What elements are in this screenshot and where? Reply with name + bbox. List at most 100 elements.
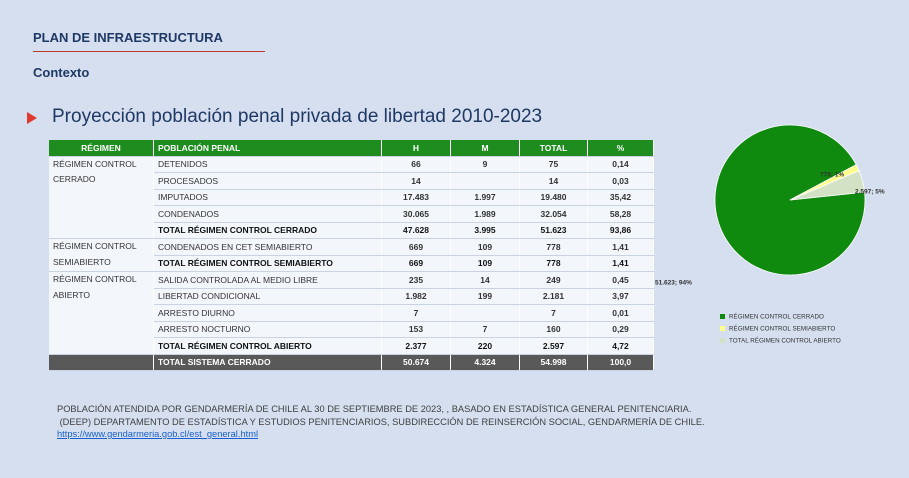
slice-label: 778; 1% xyxy=(820,172,844,179)
number-cell: 1.997 xyxy=(450,189,520,206)
footnote: POBLACIÓN ATENDIDA POR GENDARMERÍA DE CH… xyxy=(57,403,705,441)
slice-label: 51.623; 94% xyxy=(655,280,692,287)
number-cell: 109 xyxy=(450,238,520,256)
number-cell: 7 xyxy=(519,304,588,322)
number-cell: 0,03 xyxy=(587,172,654,190)
number-cell: 1.982 xyxy=(381,288,451,305)
table-row: RÉGIMEN CONTROL SEMIABIERTO CONDENADOS EN… xyxy=(49,238,654,272)
column-header: % xyxy=(587,140,654,157)
population-table: RÉGIMEN POBLACIÓN PENAL H M TOTAL% RÉGIMEN CO… xyxy=(49,140,654,371)
number-cell: 7 xyxy=(381,304,451,322)
number-cell: 669 xyxy=(381,255,451,272)
number-cell: 160 xyxy=(519,321,588,338)
table-row: TOTAL RÉGIMEN CONTROL SEMIABIERTO 669 109 7… xyxy=(49,255,654,272)
table-row: ARRESTO DIURNO 7 7 0,01 xyxy=(49,304,654,322)
number-cell: 3,97 xyxy=(587,288,654,305)
number-cell: 2.181 xyxy=(519,288,588,305)
source-link[interactable]: https://www.gendarmeria.gob.cl/est_gener… xyxy=(57,429,259,439)
number-cell: 0,14 xyxy=(587,156,654,173)
number-cell xyxy=(450,304,520,322)
slice-label: 2.597; 5% xyxy=(855,189,885,196)
number-cell: 51.623 xyxy=(519,222,588,239)
number-cell: 0,01 xyxy=(587,304,654,322)
row-label: TOTAL SISTEMA CERRADO xyxy=(153,354,382,371)
header-rule xyxy=(33,51,265,52)
row-label: CONDENADOS xyxy=(153,205,382,223)
table-row: LIBERTAD CONDICIONAL 1.982 199 2.181 3,97 xyxy=(49,288,654,305)
number-cell: 778 xyxy=(519,255,588,272)
table-row: IMPUTADOS 17.483 1.997 19.480 35,42 xyxy=(49,189,654,206)
row-label: ARRESTO NOCTURNO xyxy=(153,321,382,338)
number-cell: 14 xyxy=(450,271,520,289)
row-label: PROCESADOS xyxy=(153,172,382,190)
number-cell: 66 xyxy=(381,156,451,173)
legend-swatch xyxy=(720,326,725,331)
header-row: RÉGIMEN POBLACIÓN PENAL H M TOTAL% xyxy=(49,140,654,157)
number-cell: 58,28 xyxy=(587,205,654,223)
column-header: M xyxy=(450,140,520,157)
number-cell: 249 xyxy=(519,271,588,289)
number-cell: 778 xyxy=(519,238,588,256)
header-title: PLAN DE INFRAESTRUCTURA xyxy=(33,30,223,45)
legend-label: RÉGIMEN CONTROL CERRADO xyxy=(729,312,824,321)
table-row: RÉGIMEN CONTROL ABIERTO SALIDA CONTROLADA… xyxy=(49,271,654,355)
row-label: ARRESTO DIURNO xyxy=(153,304,382,322)
number-cell: 220 xyxy=(450,337,520,355)
blank-cell xyxy=(49,354,154,371)
regimen-cell: RÉGIMEN CONTROL CERRADO xyxy=(49,156,154,239)
section-title: Contexto xyxy=(33,65,90,80)
number-cell: 1,41 xyxy=(587,255,654,272)
legend-swatch xyxy=(720,314,725,319)
number-cell: 2.377 xyxy=(381,337,451,355)
number-cell: 199 xyxy=(450,288,520,305)
table-row: CONDENADOS 30.065 1.989 32.054 58,28 xyxy=(49,205,654,223)
number-cell: 35,42 xyxy=(587,189,654,206)
footnote-line: POBLACIÓN ATENDIDA POR GENDARMERÍA DE CH… xyxy=(57,404,692,414)
number-cell: 109 xyxy=(450,255,520,272)
regimen-cell: RÉGIMEN CONTROL ABIERTO xyxy=(49,271,154,355)
number-cell: 1,41 xyxy=(587,238,654,256)
row-label: LIBERTAD CONDICIONAL xyxy=(153,288,382,305)
legend-label: RÉGIMEN CONTROL SEMIABIERTO xyxy=(729,324,835,333)
bullet xyxy=(27,112,37,124)
number-cell: 7 xyxy=(450,321,520,338)
row-label: TOTAL RÉGIMEN CONTROL CERRADO xyxy=(153,222,382,239)
regimen-cell: RÉGIMEN CONTROL SEMIABIERTO xyxy=(49,238,154,272)
total-row: TOTAL SISTEMA CERRADO 50.674 4.324 54.998 10… xyxy=(49,354,654,371)
pie-slice xyxy=(789,170,866,201)
row-label: TOTAL RÉGIMEN CONTROL SEMIABIERTO xyxy=(153,255,382,272)
number-cell: 50.674 xyxy=(381,354,451,371)
row-label: DETENIDOS xyxy=(153,156,382,173)
number-cell: 100,0 xyxy=(587,354,654,371)
number-cell: 14 xyxy=(519,172,588,190)
number-cell: 0,29 xyxy=(587,321,654,338)
number-cell: 14 xyxy=(381,172,451,190)
number-cell: 2.597 xyxy=(519,337,588,355)
number-cell: 47.628 xyxy=(381,222,451,239)
footnote-line: (DEEP) DEPARTAMENTO DE ESTADÍSTICA Y EST… xyxy=(57,416,705,427)
table-row: RÉGIMEN CONTROL CERRADO DETENIDOS 66 9 75 0,1… xyxy=(49,156,654,239)
column-header: RÉGIMEN xyxy=(49,140,154,157)
row-label: TOTAL RÉGIMEN CONTROL ABIERTO xyxy=(153,337,382,355)
number-cell: 75 xyxy=(519,156,588,173)
table-row: ARRESTO NOCTURNO 153 7 160 0,29 xyxy=(49,321,654,338)
column-header: H xyxy=(381,140,451,157)
slide-title: Proyección población penal privada de li… xyxy=(52,106,543,127)
number-cell: 54.998 xyxy=(519,354,588,371)
row-label: CONDENADOS EN CET SEMIABIERTO xyxy=(153,238,382,256)
number-cell: 32.054 xyxy=(519,205,588,223)
number-cell: 4.324 xyxy=(450,354,520,371)
column-header: TOTAL xyxy=(519,140,588,157)
number-cell: 19.480 xyxy=(519,189,588,206)
number-cell: 1.989 xyxy=(450,205,520,223)
pie-chart: 51.623; 94% RÉGIMEN CONTROL CERRADO 778; 1… xyxy=(655,124,885,345)
number-cell: 235 xyxy=(381,271,451,289)
number-cell: 0,45 xyxy=(587,271,654,289)
number-cell xyxy=(450,172,520,190)
table-row: TOTAL RÉGIMEN CONTROL CERRADO 47.628 3.995… xyxy=(49,222,654,239)
number-cell: 17.483 xyxy=(381,189,451,206)
table-row: TOTAL RÉGIMEN CONTROL ABIERTO 2.377 220 2.5… xyxy=(49,337,654,355)
number-cell: 30.065 xyxy=(381,205,451,223)
number-cell: 9 xyxy=(450,156,520,173)
